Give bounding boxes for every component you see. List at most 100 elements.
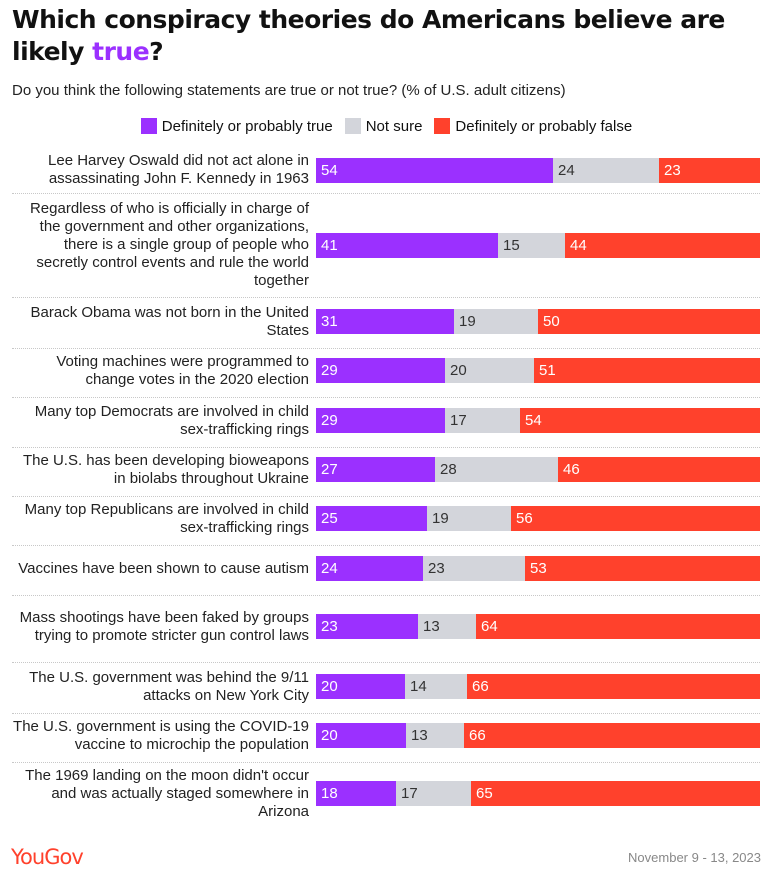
stacked-bar: 20 14 66 (316, 674, 760, 699)
row-divider (12, 762, 760, 763)
row-label: Regardless of who is officially in charg… (29, 200, 309, 289)
bar-segment-unsure: 24 (553, 158, 659, 183)
bar-segment-true: 29 (316, 408, 445, 433)
legend-item-false: Definitely or probably false (434, 118, 632, 135)
bar-segment-true: 54 (316, 158, 553, 183)
bar-segment-false: 51 (534, 358, 760, 383)
bar-segment-unsure: 17 (396, 781, 471, 806)
bar-segment-unsure: 13 (406, 723, 464, 748)
legend-label-unsure: Not sure (365, 117, 423, 135)
title-highlight: true (92, 37, 150, 66)
chart-subtitle: Do you think the following statements ar… (12, 82, 566, 99)
chart-row: Mass shootings have been faked by groups… (0, 595, 773, 658)
chart-row: Many top Democrats are involved in child… (0, 398, 773, 443)
bar-segment-unsure: 20 (445, 358, 534, 383)
bar-segment-true: 25 (316, 506, 427, 531)
legend-swatch-unsure (344, 118, 361, 134)
row-divider (12, 193, 760, 194)
chart-row: Voting machines were programmed to chang… (0, 348, 773, 393)
row-label: The U.S. government was behind the 9/11 … (29, 668, 309, 704)
row-label: The U.S. government is using the COVID-1… (13, 717, 309, 753)
legend-label-true: Definitely or probably true (161, 117, 333, 135)
bar-segment-unsure: 15 (498, 233, 565, 258)
chart-row: Vaccines have been shown to cause autism… (0, 546, 773, 591)
legend-swatch-false (434, 118, 451, 134)
bar-segment-false: 23 (659, 158, 760, 183)
chart-row: Many top Republicans are involved in chi… (0, 496, 773, 541)
chart-row: The 1969 landing on the moon didn't occu… (0, 762, 773, 825)
chart-row: The U.S. has been developing bioweapons … (0, 447, 773, 492)
bar-segment-false: 56 (511, 506, 760, 531)
stacked-bar: 29 20 51 (316, 358, 760, 383)
bar-segment-false: 64 (476, 614, 760, 639)
bar-segment-false: 46 (558, 457, 760, 482)
stacked-bar: 31 19 50 (316, 309, 760, 334)
stacked-bar: 24 23 53 (316, 556, 760, 581)
row-divider (12, 662, 760, 663)
stacked-bar: 54 24 23 (316, 158, 760, 183)
row-divider (12, 397, 760, 398)
row-label: Vaccines have been shown to cause autism (18, 559, 309, 577)
bar-segment-unsure: 14 (405, 674, 467, 699)
row-divider (12, 595, 760, 596)
row-divider (12, 297, 760, 298)
chart-title: Which conspiracy theories do Americans b… (12, 4, 762, 68)
bar-segment-unsure: 19 (427, 506, 511, 531)
chart-row: The U.S. government is using the COVID-1… (0, 713, 773, 758)
stacked-bar: 23 13 64 (316, 614, 760, 639)
row-label: Many top Democrats are involved in child… (34, 402, 309, 438)
bar-segment-true: 18 (316, 781, 396, 806)
row-label: Voting machines were programmed to chang… (56, 352, 309, 388)
bar-segment-true: 24 (316, 556, 423, 581)
row-divider (12, 496, 760, 497)
bar-segment-true: 31 (316, 309, 454, 334)
bar-segment-true: 23 (316, 614, 418, 639)
row-label: The U.S. has been developing bioweapons … (22, 451, 309, 487)
stacked-bar: 18 17 65 (316, 781, 760, 806)
bar-segment-true: 29 (316, 358, 445, 383)
stacked-bar: 25 19 56 (316, 506, 760, 531)
bar-segment-false: 44 (565, 233, 760, 258)
bar-segment-true: 20 (316, 674, 405, 699)
bar-segment-false: 65 (471, 781, 760, 806)
row-divider (12, 713, 760, 714)
row-divider (12, 447, 760, 448)
legend-item-true: Definitely or probably true (140, 117, 333, 135)
bar-segment-unsure: 19 (454, 309, 538, 334)
bar-segment-unsure: 17 (445, 408, 520, 433)
chart-row: Regardless of who is officially in charg… (0, 197, 773, 293)
stacked-bar: 20 13 66 (316, 723, 760, 748)
legend-item-unsure: Not sure (344, 117, 423, 135)
title-text: Which conspiracy theories do Americans b… (12, 5, 725, 66)
row-label: Mass shootings have been faked by groups… (19, 608, 309, 644)
row-label: Barack Obama was not born in the United … (30, 303, 309, 339)
bar-segment-true: 41 (316, 233, 498, 258)
bar-segment-false: 66 (467, 674, 760, 699)
row-divider (12, 348, 760, 349)
bar-segment-false: 66 (464, 723, 760, 748)
bar-segment-true: 20 (316, 723, 406, 748)
chart-row: Barack Obama was not born in the United … (0, 299, 773, 344)
row-label: The 1969 landing on the moon didn't occu… (25, 766, 309, 820)
row-divider (12, 545, 760, 546)
bar-segment-false: 50 (538, 309, 760, 334)
legend-label-false: Definitely or probably false (455, 117, 633, 135)
stacked-bar: 41 15 44 (316, 233, 760, 258)
survey-date: November 9 - 13, 2023 (628, 850, 761, 865)
bar-segment-true: 27 (316, 457, 435, 482)
stacked-bar: 27 28 46 (316, 457, 760, 482)
bar-segment-unsure: 23 (423, 556, 525, 581)
stacked-bar: 29 17 54 (316, 408, 760, 433)
legend: Definitely or probably true Not sure Def… (0, 117, 773, 135)
chart-row: The U.S. government was behind the 9/11 … (0, 664, 773, 709)
yougov-logo: YouGov (11, 845, 84, 869)
legend-swatch-true (140, 118, 157, 134)
bar-segment-unsure: 28 (435, 457, 558, 482)
chart-row: Lee Harvey Oswald did not act alone in a… (0, 151, 773, 189)
bar-segment-false: 53 (525, 556, 760, 581)
title-end: ? (149, 37, 164, 66)
bar-segment-false: 54 (520, 408, 760, 433)
bar-segment-unsure: 13 (418, 614, 476, 639)
row-label: Many top Republicans are involved in chi… (24, 500, 309, 536)
row-label: Lee Harvey Oswald did not act alone in a… (48, 152, 309, 187)
